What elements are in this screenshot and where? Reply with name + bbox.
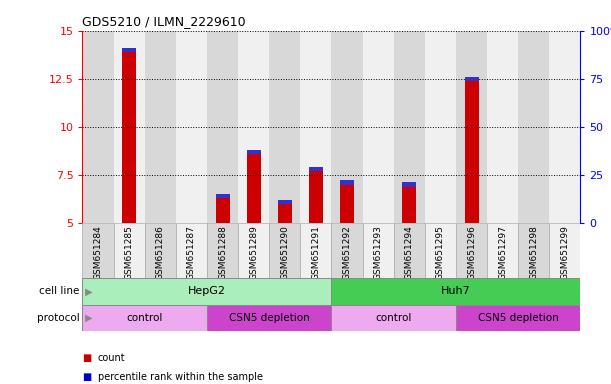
Text: GSM651287: GSM651287	[187, 225, 196, 280]
Bar	[114, 31, 145, 223]
Text: ▶: ▶	[82, 313, 92, 323]
Bar	[114, 223, 145, 278]
Bar	[487, 31, 518, 223]
Bar	[207, 31, 238, 223]
Bar	[301, 223, 331, 278]
Bar	[207, 223, 238, 278]
Bar	[238, 223, 269, 278]
Bar	[393, 223, 425, 278]
Text: GDS5210 / ILMN_2229610: GDS5210 / ILMN_2229610	[82, 15, 246, 28]
Bar	[82, 278, 331, 305]
Text: GSM651291: GSM651291	[312, 225, 320, 280]
Bar	[331, 223, 362, 278]
Text: Huh7: Huh7	[441, 286, 471, 296]
Bar	[216, 194, 230, 198]
Bar	[456, 305, 580, 331]
Bar	[238, 31, 269, 223]
Bar	[518, 31, 549, 223]
Bar	[278, 200, 292, 223]
Bar	[464, 77, 478, 81]
Bar	[278, 200, 292, 204]
Bar	[207, 305, 331, 331]
Bar	[309, 167, 323, 171]
Bar	[362, 31, 393, 223]
Text: CSN5 depletion: CSN5 depletion	[478, 313, 558, 323]
Bar	[247, 150, 261, 154]
Text: control: control	[376, 313, 412, 323]
Text: GSM651296: GSM651296	[467, 225, 476, 280]
Bar	[464, 77, 478, 223]
Text: GSM651299: GSM651299	[560, 225, 569, 280]
Bar	[122, 48, 136, 223]
Bar	[456, 223, 487, 278]
Text: HepG2: HepG2	[188, 286, 226, 296]
Text: GSM651285: GSM651285	[125, 225, 134, 280]
Bar	[122, 48, 136, 52]
Text: GSM651298: GSM651298	[529, 225, 538, 280]
Bar	[82, 305, 207, 331]
Text: protocol: protocol	[37, 313, 79, 323]
Bar	[340, 180, 354, 185]
Text: count: count	[98, 353, 125, 362]
Bar	[549, 223, 580, 278]
Text: GSM651295: GSM651295	[436, 225, 445, 280]
Text: GSM651284: GSM651284	[93, 225, 103, 280]
Bar	[425, 223, 456, 278]
Bar	[82, 31, 114, 223]
Bar	[176, 223, 207, 278]
Text: GSM651294: GSM651294	[404, 225, 414, 280]
Bar	[402, 182, 416, 223]
Text: GSM651286: GSM651286	[156, 225, 165, 280]
Text: GSM651292: GSM651292	[343, 225, 351, 280]
Bar	[301, 31, 331, 223]
Bar	[176, 31, 207, 223]
Bar	[340, 180, 354, 223]
Text: control: control	[126, 313, 163, 323]
Text: GSM651297: GSM651297	[498, 225, 507, 280]
Bar	[269, 223, 301, 278]
Text: percentile rank within the sample: percentile rank within the sample	[98, 372, 263, 382]
Text: GSM651289: GSM651289	[249, 225, 258, 280]
Text: cell line: cell line	[39, 286, 79, 296]
Bar	[269, 31, 301, 223]
Text: ■: ■	[82, 372, 92, 382]
Bar	[309, 167, 323, 223]
Bar	[402, 182, 416, 187]
Bar	[331, 278, 580, 305]
Bar	[247, 150, 261, 223]
Text: GSM651290: GSM651290	[280, 225, 289, 280]
Bar	[425, 31, 456, 223]
Bar	[331, 31, 362, 223]
Bar	[331, 305, 456, 331]
Text: GSM651288: GSM651288	[218, 225, 227, 280]
Bar	[145, 31, 176, 223]
Text: GSM651293: GSM651293	[374, 225, 382, 280]
Bar	[145, 223, 176, 278]
Bar	[362, 223, 393, 278]
Bar	[518, 223, 549, 278]
Bar	[82, 223, 114, 278]
Bar	[487, 223, 518, 278]
Bar	[216, 194, 230, 223]
Text: ▶: ▶	[82, 286, 92, 296]
Text: CSN5 depletion: CSN5 depletion	[229, 313, 310, 323]
Text: ■: ■	[82, 353, 92, 362]
Bar	[456, 31, 487, 223]
Bar	[393, 31, 425, 223]
Bar	[549, 31, 580, 223]
